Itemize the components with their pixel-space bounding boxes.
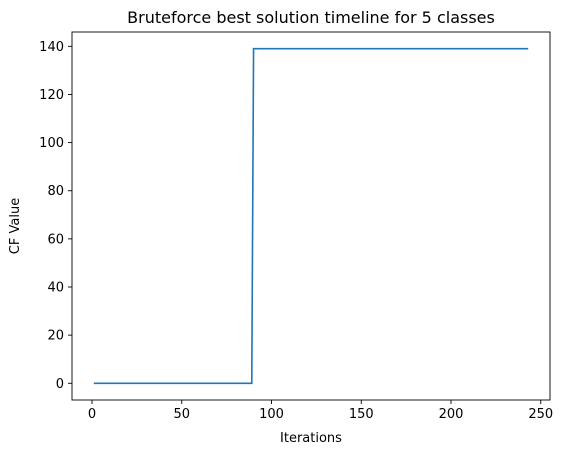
y-tick-label: 20 [47,329,64,344]
series-line-1 [93,47,529,385]
y-tick-label: 120 [39,88,64,103]
y-tick-label: 40 [47,281,64,296]
y-tick-label: 80 [47,184,64,199]
series-layer [93,47,529,385]
y-tick-label: 60 [47,232,64,247]
y-axis-ticks: 0 20 40 60 80 100 120 140 [39,40,72,392]
y-axis-label: CF Value [8,198,23,254]
x-axis-label: Iterations [280,431,342,446]
y-tick-label: 100 [39,136,64,151]
x-tick-label: 150 [349,407,374,422]
plot-area [71,31,551,401]
plot-frame [71,31,551,401]
y-tick-label: 140 [39,40,64,55]
x-tick-label: 50 [173,407,190,422]
chart-title: Bruteforce best solution timeline for 5 … [127,8,495,27]
x-tick-label: 200 [439,407,464,422]
x-axis-ticks: 0 50 100 150 200 250 [88,400,553,422]
x-tick-label: 0 [88,407,96,422]
x-tick-label: 100 [259,407,284,422]
y-tick-label: 0 [56,377,64,392]
x-tick-label: 250 [528,407,553,422]
